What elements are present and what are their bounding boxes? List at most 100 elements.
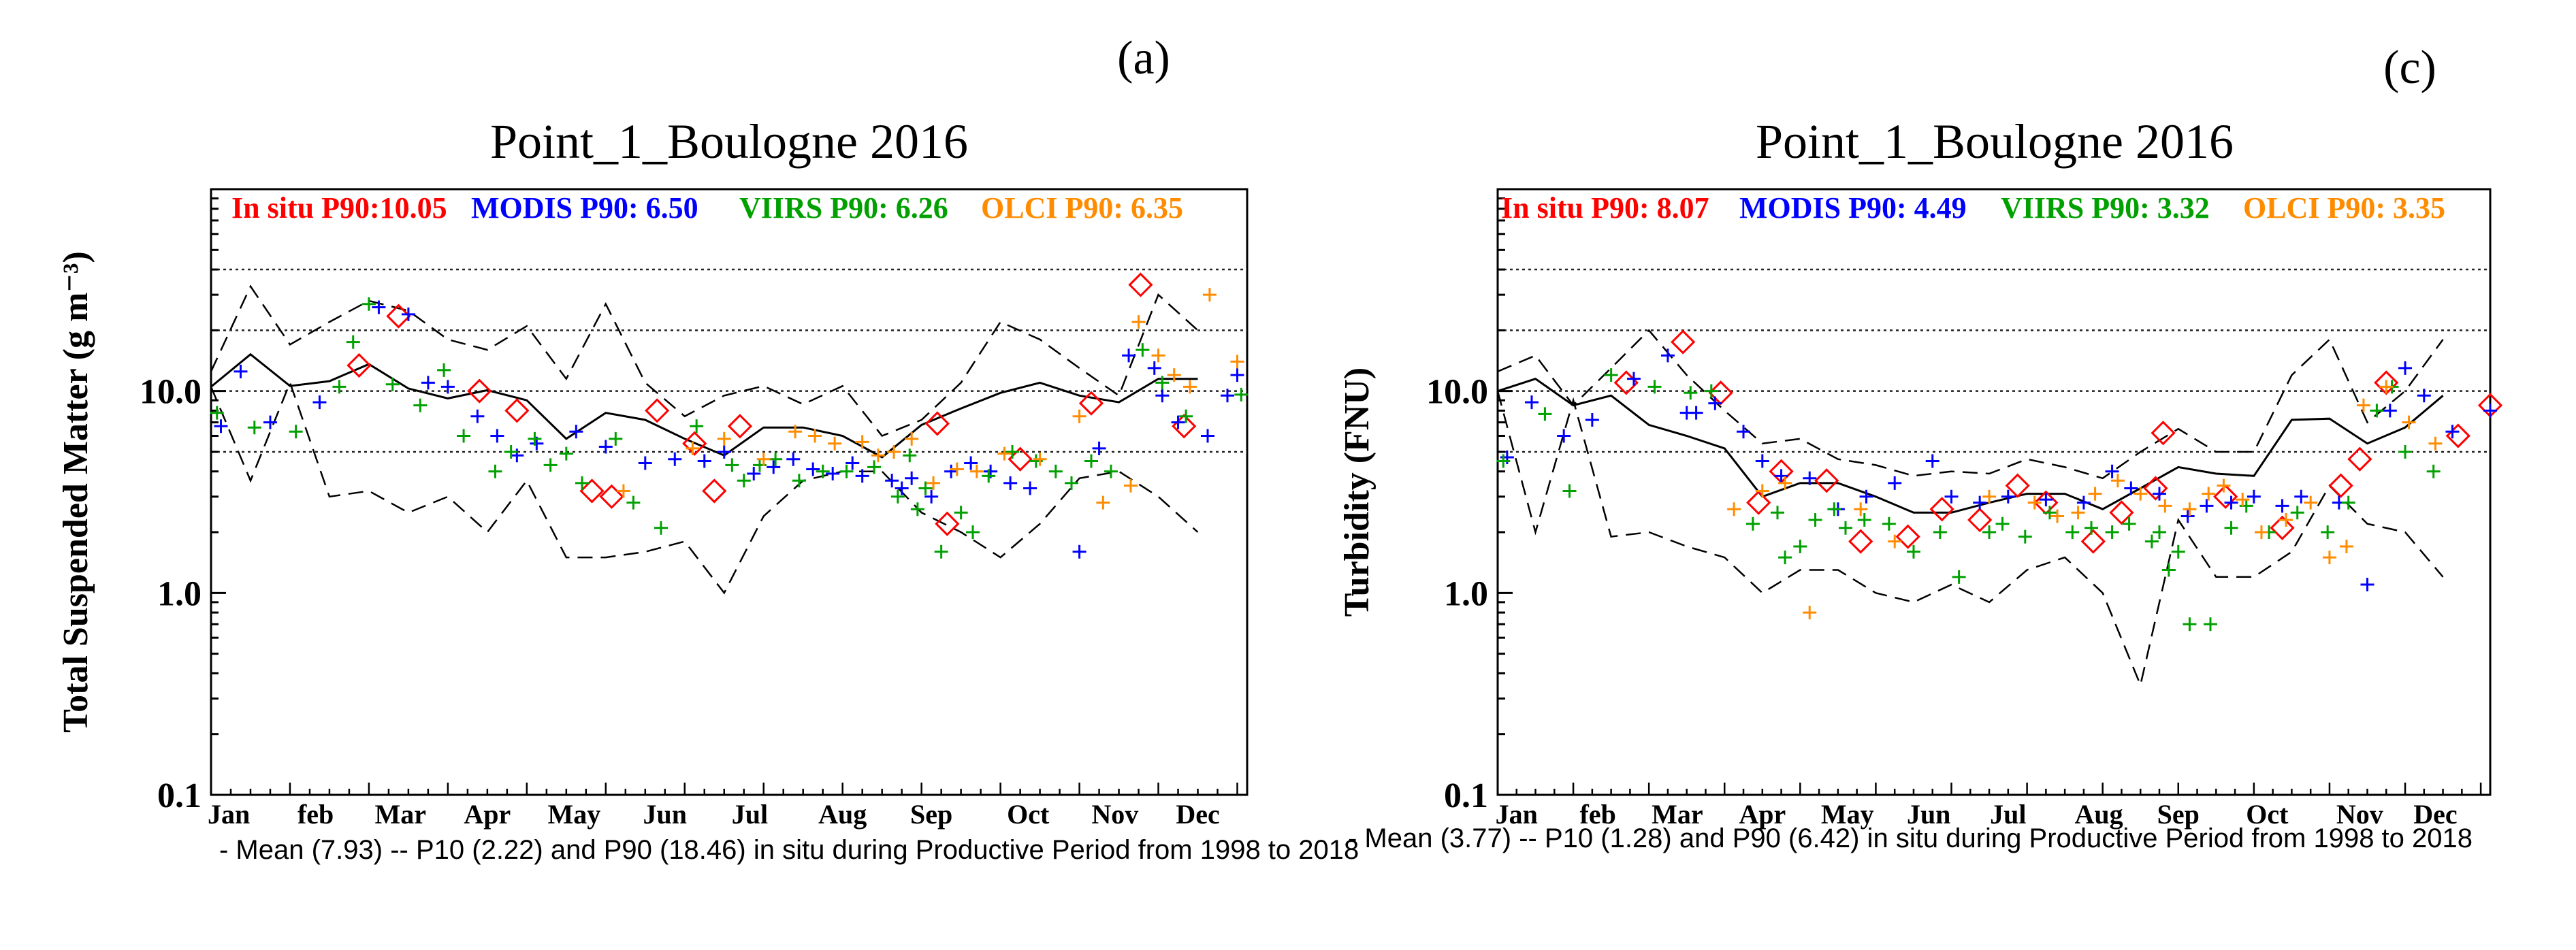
olci-point bbox=[1033, 452, 1047, 466]
modis-point bbox=[2247, 489, 2261, 504]
olci-point bbox=[616, 484, 630, 498]
viirs-point bbox=[1995, 517, 2010, 531]
olci-point bbox=[1727, 502, 1741, 517]
annotation-p90: In situ P90:10.05 bbox=[231, 191, 447, 225]
modis-point bbox=[806, 462, 820, 476]
x-tick-label-nov: Nov bbox=[1091, 799, 1138, 830]
olci-point bbox=[1131, 315, 1146, 329]
viirs-point bbox=[2203, 617, 2217, 632]
modis-point bbox=[440, 380, 455, 394]
olci-point bbox=[1167, 368, 1181, 382]
modis-point bbox=[1737, 425, 1751, 439]
olci-point bbox=[1755, 484, 1769, 498]
viirs-point bbox=[1136, 343, 1150, 357]
annotation-p90: OLCI P90: 3.35 bbox=[2243, 191, 2445, 225]
olci-point bbox=[828, 436, 842, 451]
olci-point bbox=[2304, 495, 2318, 510]
olci-point bbox=[2279, 513, 2293, 527]
x-tick-label-apr: Apr bbox=[464, 799, 511, 830]
in-situ-point bbox=[2005, 473, 2030, 498]
olci-point bbox=[2183, 502, 2197, 517]
y-axis-label: Turbidity (FNU) bbox=[1338, 367, 1376, 617]
viirs-point bbox=[332, 380, 347, 394]
modis-point bbox=[1147, 361, 1161, 375]
viirs-point bbox=[1857, 513, 1871, 527]
modis-point bbox=[1925, 454, 1939, 468]
viirs-point bbox=[1647, 380, 1662, 394]
olci-point bbox=[2339, 539, 2353, 553]
in-situ-point bbox=[702, 478, 727, 504]
viirs-point bbox=[289, 425, 303, 439]
panel-label: (a) bbox=[1117, 32, 1170, 84]
y-tick-label: 0.1 bbox=[1444, 776, 1488, 815]
modis-point bbox=[2294, 489, 2308, 504]
modis-point bbox=[2275, 499, 2289, 513]
viirs-point bbox=[769, 452, 783, 466]
viirs-point bbox=[1005, 444, 1020, 459]
olci-point bbox=[1182, 380, 1197, 394]
viirs-point bbox=[2224, 521, 2238, 535]
viirs-point bbox=[543, 458, 558, 472]
modis-point bbox=[786, 452, 801, 466]
p90-line bbox=[210, 284, 1199, 438]
modis-point bbox=[2153, 487, 2166, 501]
olci-point bbox=[2158, 499, 2172, 513]
olci-point bbox=[950, 462, 964, 476]
viirs-point bbox=[903, 448, 917, 463]
viirs-point bbox=[2105, 525, 2119, 540]
modis-point bbox=[2124, 481, 2138, 495]
olci-point bbox=[2050, 509, 2065, 523]
olci-point bbox=[1096, 495, 1110, 510]
caption: - Mean (3.77) -- P10 (1.28) and P90 (6.4… bbox=[1348, 823, 2473, 853]
viirs-point bbox=[626, 495, 641, 510]
viirs-point bbox=[457, 429, 471, 443]
viirs-point bbox=[1084, 454, 1098, 468]
in-situ-point bbox=[2347, 446, 2372, 472]
modis-point bbox=[826, 466, 840, 480]
viirs-point bbox=[1933, 525, 1947, 540]
mean-line bbox=[1497, 378, 2444, 514]
viirs-point bbox=[934, 544, 948, 559]
modis-point bbox=[895, 481, 909, 495]
plot-frame bbox=[210, 188, 1249, 796]
viirs-point bbox=[1104, 464, 1118, 478]
olci-point bbox=[2202, 487, 2216, 501]
plot-frame bbox=[1496, 188, 2492, 796]
in-situ-point bbox=[2213, 484, 2238, 509]
y-tick-label: 10.0 bbox=[140, 373, 202, 412]
viirs-point bbox=[2042, 506, 2057, 520]
modis-point bbox=[569, 425, 583, 439]
x-tick-label-oct: Oct bbox=[2246, 799, 2289, 830]
modis-point bbox=[767, 460, 781, 474]
viirs-point bbox=[1952, 570, 1966, 584]
modis-point bbox=[638, 456, 652, 470]
olci-point bbox=[2236, 493, 2250, 507]
x-tick-label-nov: Nov bbox=[2336, 799, 2383, 830]
viirs-point bbox=[437, 363, 451, 377]
in-situ-point bbox=[2445, 423, 2470, 448]
in-situ-point bbox=[2270, 515, 2295, 540]
modis-point bbox=[717, 444, 731, 459]
modis-point bbox=[885, 474, 899, 488]
modis-point bbox=[1122, 348, 1136, 363]
viirs-point bbox=[1808, 513, 1822, 527]
modis-point bbox=[2001, 489, 2015, 504]
olci-point bbox=[717, 431, 731, 446]
modis-point bbox=[598, 440, 613, 454]
x-tick-label-dec: Dec bbox=[1176, 799, 1219, 830]
olci-point bbox=[686, 441, 700, 455]
p10-line bbox=[1496, 391, 2444, 688]
viirs-point bbox=[2370, 404, 2384, 418]
x-tick-label-jun: Jun bbox=[1907, 799, 1951, 830]
modis-point bbox=[1557, 429, 1571, 443]
modis-point bbox=[234, 364, 248, 378]
in-situ-point bbox=[467, 378, 492, 404]
viirs-point bbox=[609, 431, 623, 446]
modis-point bbox=[1859, 489, 1873, 504]
olci-point bbox=[2402, 415, 2416, 429]
olci-point bbox=[2428, 436, 2443, 451]
in-situ-point bbox=[645, 398, 670, 423]
in-situ-point bbox=[504, 398, 530, 423]
in-situ-point bbox=[1929, 497, 1954, 522]
